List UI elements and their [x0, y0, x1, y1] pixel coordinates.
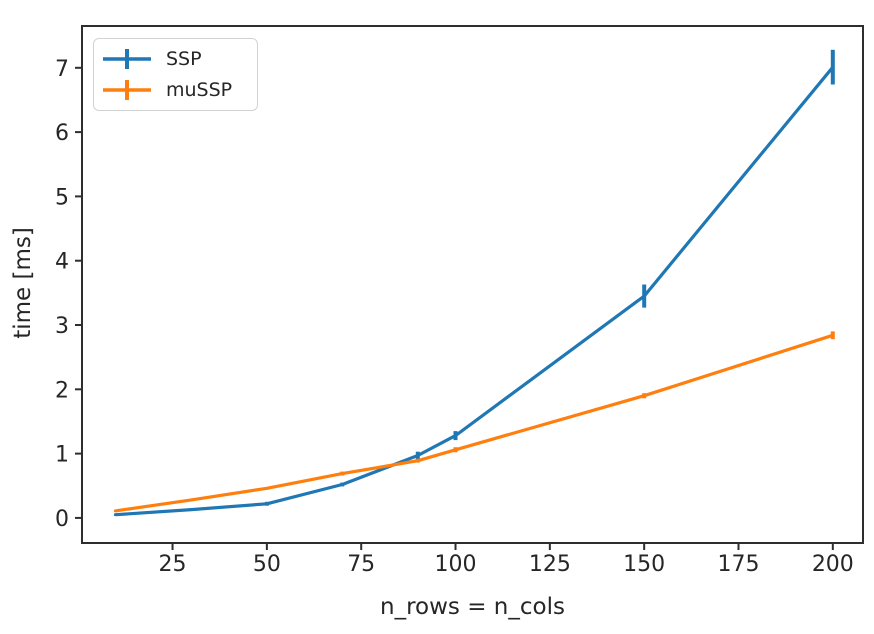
- legend-label-mussp: muSSP: [166, 78, 233, 101]
- series-line-muSSP: [114, 333, 835, 513]
- y-tick-label: 3: [55, 314, 69, 339]
- legend-label-ssp: SSP: [166, 47, 202, 70]
- y-tick-label: 6: [55, 121, 69, 146]
- y-tick-label: 7: [55, 57, 69, 82]
- x-tick-label: 75: [347, 552, 375, 577]
- y-tick-label: 5: [55, 185, 69, 210]
- plot-border: [81, 25, 864, 544]
- y-tick-label: 1: [55, 443, 69, 468]
- x-axis-label: n_rows = n_cols: [380, 594, 565, 620]
- x-tick-label: 25: [159, 552, 187, 577]
- errorbar-marker-icon: [103, 80, 151, 100]
- legend: SSP muSSP: [93, 38, 258, 111]
- x-tick-label: 200: [812, 552, 854, 577]
- errorbar-marker-icon: [103, 49, 151, 69]
- y-tick-label: 4: [55, 250, 69, 275]
- x-tick-label: 125: [529, 552, 571, 577]
- y-tick-label: 0: [55, 507, 69, 532]
- legend-item-ssp: SSP: [101, 46, 257, 72]
- x-tick-label: 50: [253, 552, 281, 577]
- x-tick-label: 175: [717, 552, 759, 577]
- y-axis-label: time [ms]: [10, 227, 36, 339]
- y-tick-label: 2: [55, 378, 69, 403]
- legend-item-mussp: muSSP: [101, 77, 257, 103]
- x-tick-label: 100: [435, 552, 477, 577]
- x-tick-label: 150: [623, 552, 665, 577]
- series-line-SSP: [114, 65, 835, 517]
